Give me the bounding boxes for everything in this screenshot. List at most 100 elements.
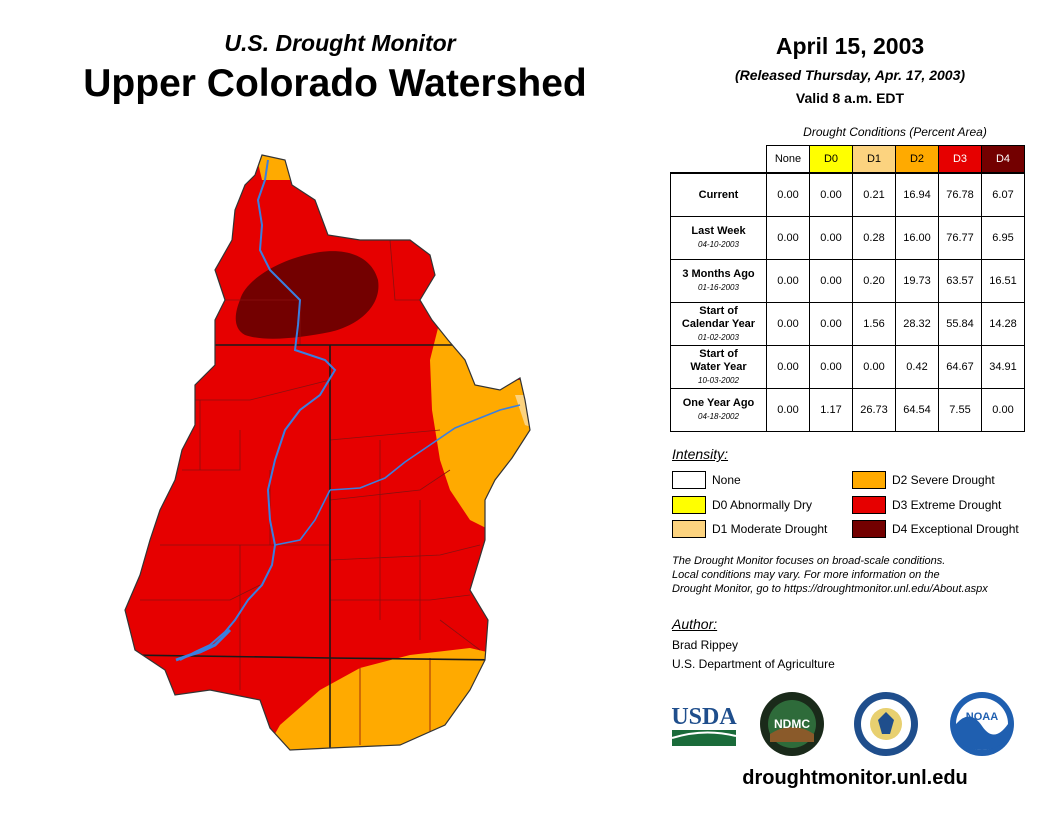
ndmc-logo: NDMC	[760, 692, 824, 756]
legend-item-d1: D1 Moderate Drought	[672, 520, 827, 538]
row-label-text: Start of	[699, 304, 738, 317]
table-cell: 76.77	[938, 216, 982, 260]
legend-swatch-none	[672, 471, 706, 489]
legend-swatch-d1	[672, 520, 706, 538]
release-date: (Released Thursday, Apr. 17, 2003)	[734, 67, 966, 83]
table-cell: 0.42	[895, 345, 939, 389]
row-date: 10-03-2002	[698, 375, 739, 385]
lake-powell	[175, 628, 232, 662]
legend-item-d3: D3 Extreme Drought	[852, 496, 1001, 514]
row-label-text: Start of	[699, 347, 738, 360]
legend-title: Intensity:	[672, 446, 729, 462]
table-cell: 76.78	[938, 172, 982, 217]
row-date: 04-18-2002	[698, 412, 739, 421]
legend-label: D4 Exceptional Drought	[892, 522, 1019, 536]
table-cell: 0.00	[766, 216, 810, 260]
table-cell: 14.28	[981, 302, 1025, 346]
table-cell: 7.55	[938, 388, 982, 432]
table-cell: 6.07	[981, 172, 1025, 217]
col-header-d1: D1	[852, 145, 896, 174]
table-caption: Drought Conditions (Percent Area)	[803, 125, 987, 139]
table-row: Start of Calendar Year 01-02-2003 0.00 0.0…	[670, 302, 1025, 346]
table-row: Current 0.00 0.00 0.21 16.94 76.78 6.07	[670, 172, 1025, 217]
colorado-river	[179, 159, 337, 661]
table-cell: 0.21	[852, 172, 896, 217]
table-cell: 0.00	[766, 345, 810, 389]
row-label-text-2: Calendar Year	[681, 317, 756, 330]
legend-swatch-d0	[672, 496, 706, 514]
row-label-text: Current	[698, 188, 739, 201]
table-row: Last Week 04-10-2003 0.00 0.00 0.28 16.00…	[670, 216, 1025, 260]
valid-date: April 15, 2003	[775, 33, 925, 59]
legend-label: D3 Extreme Drought	[892, 498, 1002, 512]
note-line: Drought Monitor, go to https://droughtmo…	[672, 583, 988, 595]
author-heading: Author:	[672, 616, 718, 632]
legend-swatch-d2	[852, 471, 886, 489]
author-name: Brad Rippey	[672, 638, 739, 652]
river-tributary	[274, 489, 331, 546]
table-cell: 6.95	[981, 216, 1025, 260]
table-cell: 16.51	[981, 259, 1025, 303]
disclaimer-note: The Drought Monitor focuses on broad-sca…	[672, 554, 1042, 596]
drought-map	[124, 154, 531, 751]
table-cell: 0.28	[852, 216, 896, 260]
table-cell: 16.94	[895, 172, 939, 217]
table-corner	[671, 146, 767, 174]
table-cell: 0.20	[852, 259, 896, 303]
legend-item-d2: D2 Severe Drought	[852, 471, 995, 489]
d4-region	[235, 251, 379, 339]
basin-outline	[124, 154, 531, 751]
website-url[interactable]: droughtmonitor.unl.edu	[742, 767, 968, 789]
table-cell: 0.00	[981, 388, 1025, 432]
row-label: Start of Water Year 10-03-2002	[670, 345, 767, 389]
row-date: 04-10-2003	[698, 240, 739, 249]
ndmc-logo-text: NDMC	[774, 717, 810, 731]
row-label: 3 Months Ago 01-16-2003	[670, 259, 767, 303]
noaa-logo: NOAA	[950, 692, 1014, 756]
legend-item-none: None	[672, 471, 741, 489]
legend-item-d4: D4 Exceptional Drought	[852, 520, 1019, 538]
row-date: 01-16-2003	[698, 283, 739, 292]
table-header-row: None D0 D1 D2 D3 D4	[671, 145, 1025, 174]
col-header-none: None	[766, 145, 810, 174]
table-cell: 1.17	[809, 388, 853, 432]
noaa-logo-text: NOAA	[966, 711, 998, 723]
map-title: Upper Colorado Watershed	[83, 62, 587, 105]
table-cell: 26.73	[852, 388, 896, 432]
table-cell: 0.00	[809, 302, 853, 346]
col-header-d0: D0	[809, 145, 853, 174]
table-cell: 0.00	[852, 345, 896, 389]
table-cell: 0.00	[809, 216, 853, 260]
valid-time: Valid 8 a.m. EDT	[795, 90, 905, 106]
row-label: Start of Calendar Year 01-02-2003	[670, 302, 767, 346]
table-cell: 0.00	[809, 172, 853, 217]
table-cell: 63.57	[938, 259, 982, 303]
row-date: 01-02-2003	[698, 332, 739, 342]
usda-logo-text: USDA	[671, 704, 737, 730]
row-label: Current	[670, 172, 767, 217]
table-cell: 0.00	[766, 388, 810, 432]
table-cell: 16.00	[895, 216, 939, 260]
table-cell: 55.84	[938, 302, 982, 346]
legend-swatch-d4	[852, 520, 886, 538]
table-row: 3 Months Ago 01-16-2003 0.00 0.00 0.20 19…	[670, 259, 1025, 303]
usda-logo: USDA	[671, 704, 737, 746]
legend-label: None	[712, 473, 741, 487]
row-label: Last Week 04-10-2003	[670, 216, 767, 260]
row-label-text: Last Week	[691, 225, 746, 237]
row-label: One Year Ago 04-18-2002	[670, 388, 767, 432]
row-label-text: One Year Ago	[682, 397, 755, 409]
table-cell: 0.00	[809, 345, 853, 389]
col-header-d2: D2	[895, 145, 939, 174]
table-cell: 0.00	[766, 259, 810, 303]
map-subtitle: U.S. Drought Monitor	[224, 30, 456, 56]
table-cell: 1.56	[852, 302, 896, 346]
note-line: The Drought Monitor focuses on broad-sca…	[672, 555, 946, 567]
col-header-d3: D3	[938, 145, 982, 174]
table-cell: 19.73	[895, 259, 939, 303]
table-cell: 0.00	[766, 302, 810, 346]
legend-label: D1 Moderate Drought	[712, 522, 828, 536]
table-cell: 64.54	[895, 388, 939, 432]
table-cell: 0.00	[766, 172, 810, 217]
table-row: One Year Ago 04-18-2002 0.00 1.17 26.73 6…	[670, 388, 1025, 432]
